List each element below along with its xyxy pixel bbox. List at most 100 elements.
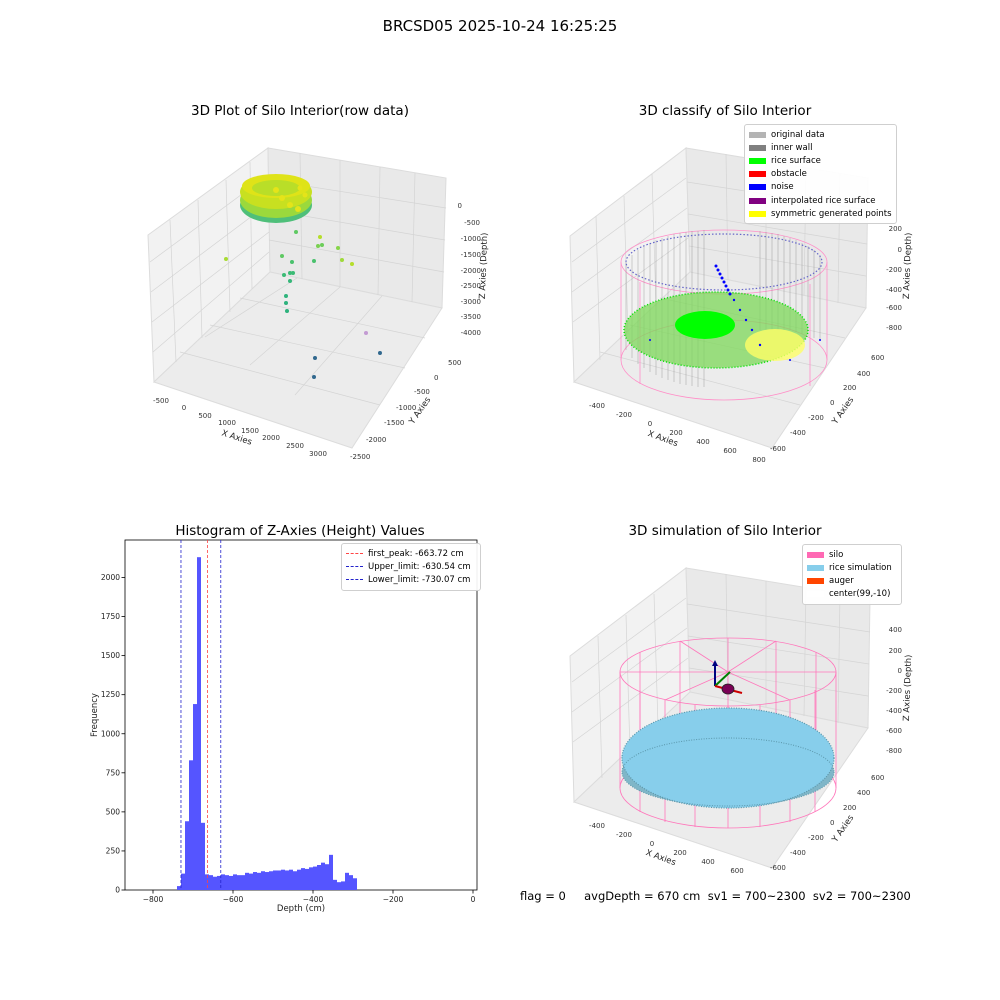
histogram-bar — [281, 869, 285, 890]
legend-label: rice simulation — [829, 562, 892, 573]
sim-y-tick: 0 — [830, 819, 834, 827]
sim-z-tick: 400 — [889, 626, 902, 634]
legend-entry: inner wall — [749, 141, 892, 154]
legend-label: rice surface — [771, 155, 821, 166]
legend-line — [346, 553, 363, 555]
simulation-plot-title: 3D simulation of Silo Interior — [628, 523, 822, 539]
histogram-axes-frame — [124, 539, 478, 891]
legend-swatch — [749, 157, 766, 164]
legend-line — [346, 579, 363, 581]
histogram-x-tick-label: −400 — [303, 895, 324, 904]
raw-z-tick: -2000 — [461, 267, 481, 275]
simulation-legend: silo rice simulation auger center(99,-10… — [802, 544, 902, 605]
legend-label: interpolated rice surface — [771, 195, 876, 206]
legend-swatch — [807, 564, 824, 571]
legend-entry: interpolated rice surface — [749, 194, 892, 207]
sim-z-tick: -800 — [886, 747, 902, 755]
raw-y-tick: -1500 — [384, 419, 404, 427]
histogram-x-tick-label: −200 — [383, 895, 404, 904]
histogram-bar — [285, 870, 289, 890]
legend-entry: symmetric generated points — [749, 207, 892, 220]
classify-y-tick: -200 — [808, 414, 824, 422]
histogram-bar — [265, 872, 269, 890]
histogram-bar — [329, 854, 333, 890]
histogram-bar — [189, 760, 193, 890]
histogram-bar — [277, 870, 281, 890]
raw-z-tick: -1000 — [461, 235, 481, 243]
legend-label: symmetric generated points — [771, 208, 892, 219]
legend-swatch — [749, 144, 766, 151]
raw-x-tick: 500 — [198, 412, 211, 420]
sim-y-label: Y Axies — [830, 813, 857, 845]
classify-z-tick: -400 — [886, 286, 902, 294]
histogram-bar — [237, 875, 241, 890]
legend-entry: auger — [807, 574, 897, 587]
classify-3d-plot[interactable]: -400 -200 0 200 400 600 800 600 400 200 … — [565, 120, 925, 490]
legend-swatch — [749, 171, 766, 178]
raw-y-tick: 500 — [448, 359, 461, 367]
histogram-title: Histogram of Z-Axies (Height) Values — [175, 523, 425, 539]
histogram-bar — [301, 868, 305, 890]
histogram-bar — [225, 875, 229, 890]
legend-entry: center(99,-10) — [807, 588, 897, 601]
raw-z-label: Z Axies (Depth) — [478, 232, 490, 299]
histogram-y-tick-label: 750 — [106, 768, 121, 777]
sim-x-tick: -400 — [589, 822, 605, 830]
histogram-chart[interactable]: −800 −600 −400 −200 0 0 250 500 750 1000 1250 1500… — [80, 535, 490, 920]
sim-z-tick: -600 — [886, 727, 902, 735]
histogram-bar — [261, 871, 265, 890]
raw-x-tick: 0 — [182, 404, 186, 412]
histogram-bar — [229, 875, 233, 890]
raw-z-tick: 0 — [458, 202, 462, 210]
classify-z-tick: -200 — [886, 266, 902, 274]
simulation-3d-plot[interactable]: -400 -200 0 200 400 600 600 400 200 0 -2… — [565, 540, 925, 880]
legend-entry: rice simulation — [807, 561, 897, 574]
sim-z-tick: 200 — [889, 647, 902, 655]
raw-y-tick: 0 — [434, 374, 438, 382]
classify-y-tick: 0 — [830, 399, 834, 407]
legend-entry: noise — [749, 181, 892, 194]
histogram-y-tick-label: 1750 — [101, 612, 120, 621]
legend-swatch — [807, 591, 824, 598]
histogram-bar — [221, 874, 225, 890]
raw-3d-plot[interactable]: -500 0 500 1000 1500 2000 2500 3000 500 … — [140, 120, 500, 490]
histogram-bar — [349, 875, 353, 890]
histogram-bar — [345, 872, 349, 890]
classify-x-tick: 600 — [723, 447, 736, 455]
histogram-bar — [181, 873, 185, 890]
raw-plot-title: 3D Plot of Silo Interior(row data) — [191, 103, 409, 119]
legend-entry: rice surface — [749, 154, 892, 167]
histogram-bar — [213, 876, 217, 890]
legend-label: noise — [771, 182, 794, 193]
histogram-bar — [253, 872, 257, 890]
legend-label: auger — [829, 575, 854, 586]
histogram-bar — [257, 872, 261, 890]
legend-entry: obstacle — [749, 168, 892, 181]
histogram-bar — [341, 881, 345, 890]
histogram-x-tick-label: −800 — [143, 895, 164, 904]
legend-swatch — [807, 551, 824, 558]
raw-y-tick: -2500 — [350, 453, 370, 461]
histogram-bar — [209, 875, 213, 890]
sim-x-tick: 200 — [673, 849, 686, 857]
sim-y-tick: -400 — [790, 849, 806, 857]
legend-label: inner wall — [771, 142, 813, 153]
legend-entry: first_peak: -663.72 cm — [346, 547, 476, 560]
legend-label: first_peak: -663.72 cm — [368, 548, 464, 559]
sim-y-tick: -600 — [770, 864, 786, 872]
raw-x-tick: 2500 — [286, 442, 304, 450]
classify-x-tick: 800 — [752, 456, 765, 464]
legend-swatch — [749, 197, 766, 204]
histogram-bar — [353, 878, 357, 890]
classify-y-tick: 600 — [871, 354, 884, 362]
legend-label: silo — [829, 549, 844, 560]
classify-x-tick: 200 — [669, 429, 682, 437]
raw-x-tick: 1500 — [241, 427, 259, 435]
raw-x-tick: 1000 — [218, 419, 236, 427]
sim-x-tick: 0 — [650, 840, 654, 848]
histogram-bar — [205, 874, 209, 890]
histogram-bar — [273, 870, 277, 890]
classify-z-tick: -600 — [886, 304, 902, 312]
raw-z-tick: -3500 — [461, 313, 481, 321]
histogram-bar — [177, 886, 181, 890]
